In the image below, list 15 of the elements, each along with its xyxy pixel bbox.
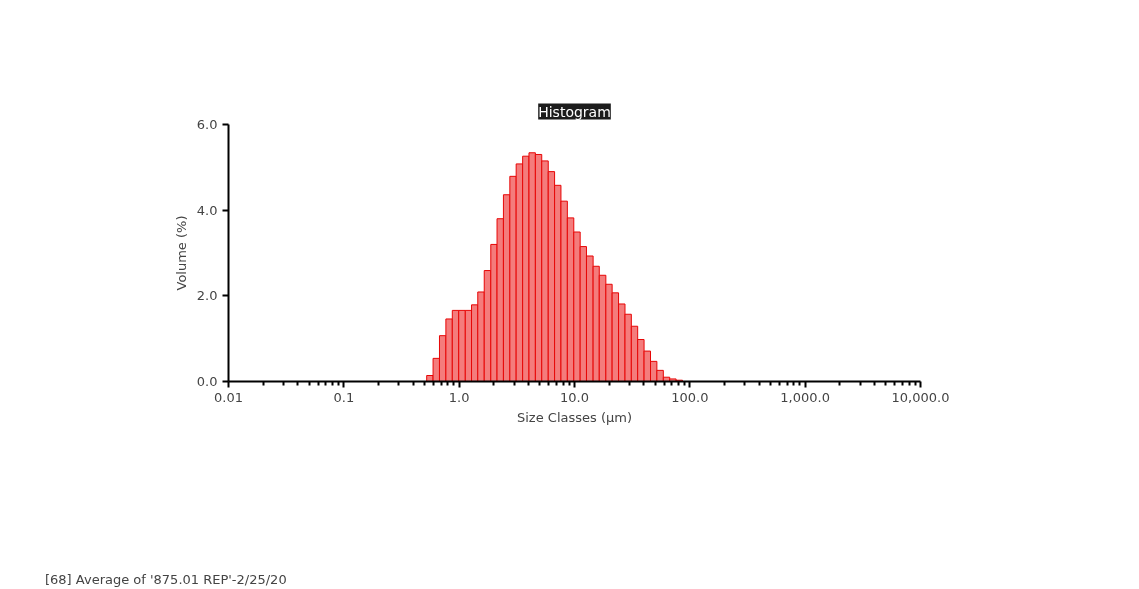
y-tick-label: 0.0 [196, 374, 218, 389]
y-tick-label: 4.0 [196, 202, 218, 218]
y-axis-title: Volume (%) [173, 215, 189, 291]
x-tick-label: 0.1 [333, 389, 355, 405]
x-tick-label: 100.0 [671, 389, 709, 405]
y-tick-label: 6.0 [196, 117, 218, 132]
x-tick-label: 0.01 [214, 389, 243, 405]
x-tick-label: 10.0 [560, 389, 589, 405]
y-tick-label: 2.0 [196, 288, 218, 304]
x-tick-label: 1,000.0 [780, 389, 830, 405]
text: [68] Average of '875.01 REP'-2/25/20 [45, 572, 287, 587]
x-tick-label: 1.0 [448, 389, 470, 405]
x-tick-label: 10,000.0 [891, 389, 950, 405]
chart-title: Histogram [538, 103, 611, 120]
x-axis-title: Size Classes (µm) [517, 409, 633, 425]
